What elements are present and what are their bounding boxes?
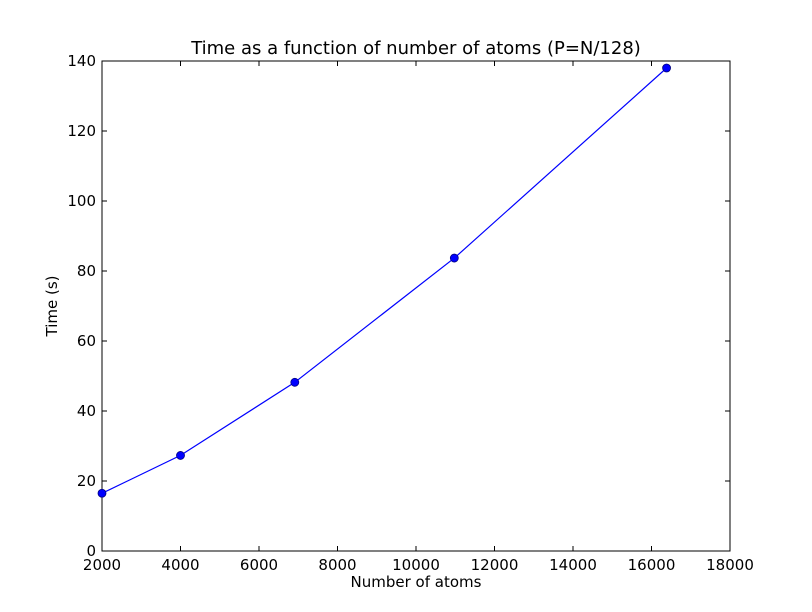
x-tick-label: 18000 xyxy=(706,556,754,574)
x-tick-label: 2000 xyxy=(83,556,121,574)
plot-frame xyxy=(101,60,731,552)
x-tick-label: 12000 xyxy=(471,556,519,574)
y-tick-label: 40 xyxy=(77,402,96,420)
x-axis-label: Number of atoms xyxy=(351,573,482,591)
data-point xyxy=(176,451,185,460)
chart-title: Time as a function of number of atoms (P… xyxy=(190,38,641,59)
x-tick-label: 14000 xyxy=(549,556,597,574)
x-tick-label: 6000 xyxy=(240,556,278,574)
y-tick-label: 120 xyxy=(67,122,96,140)
y-tick-label: 20 xyxy=(77,472,96,490)
x-tick-label: 10000 xyxy=(392,556,440,574)
data-point xyxy=(449,253,459,263)
x-tick-label: 4000 xyxy=(161,556,199,574)
y-tick-label: 0 xyxy=(86,542,96,560)
x-tick-label: 8000 xyxy=(318,556,356,574)
data-point xyxy=(290,377,300,387)
data-point xyxy=(662,63,671,73)
plot-area xyxy=(101,60,731,552)
series-layer xyxy=(97,63,671,498)
y-tick-label: 140 xyxy=(67,52,96,70)
data-point xyxy=(97,488,107,498)
axis-ticks: 2000 4000 6000 8000 10000 12000 14000 16000 1800… xyxy=(67,52,754,574)
y-tick-label: 60 xyxy=(77,332,96,350)
y-tick-label: 100 xyxy=(67,192,96,210)
y-axis-label: Time (s) xyxy=(43,276,61,338)
x-tick-label: 16000 xyxy=(628,556,676,574)
y-tick-label: 80 xyxy=(77,262,96,280)
